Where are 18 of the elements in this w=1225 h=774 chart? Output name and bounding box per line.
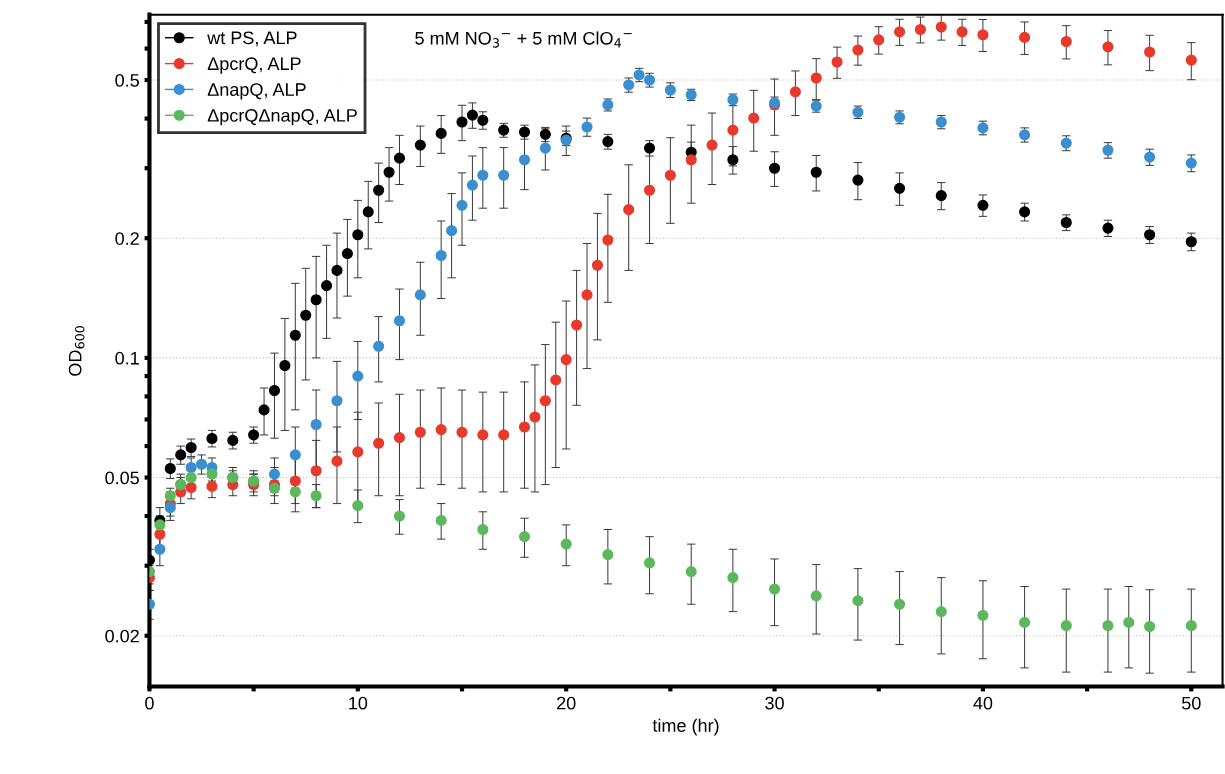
y-axis-title: OD$_{600}$ — [68, 326, 85, 376]
y-tick-label: 0.05 — [105, 471, 139, 485]
y-tick-label: 0.02 — [105, 629, 139, 643]
x-tick-label: 30 — [765, 696, 784, 710]
x-tick-label: 20 — [557, 696, 576, 710]
annotation: 5 mM NO$_{3}$$^{−}$ + 5 mM ClO$_{4}$$^{−}$ — [415, 31, 632, 48]
x-tick-label: 0 — [145, 696, 154, 710]
x-tick-label: 40 — [973, 696, 993, 710]
legend-label: wt PS, ALP — [207, 31, 297, 47]
legend-label: ΔpcrQ, ALP — [207, 57, 301, 74]
x-tick-label: 10 — [349, 696, 368, 710]
x-tick-label: 50 — [1181, 696, 1201, 710]
y-tick-label: 0.5 — [115, 73, 139, 87]
y-tick-label: 0.2 — [115, 232, 139, 245]
x-axis-title: time (hr) — [652, 718, 719, 736]
legend-label: ΔpcrQΔnapQ, ALP — [207, 109, 357, 126]
legend-label: ΔnapQ, ALP — [207, 83, 306, 100]
y-tick-label: 0.1 — [115, 351, 139, 365]
